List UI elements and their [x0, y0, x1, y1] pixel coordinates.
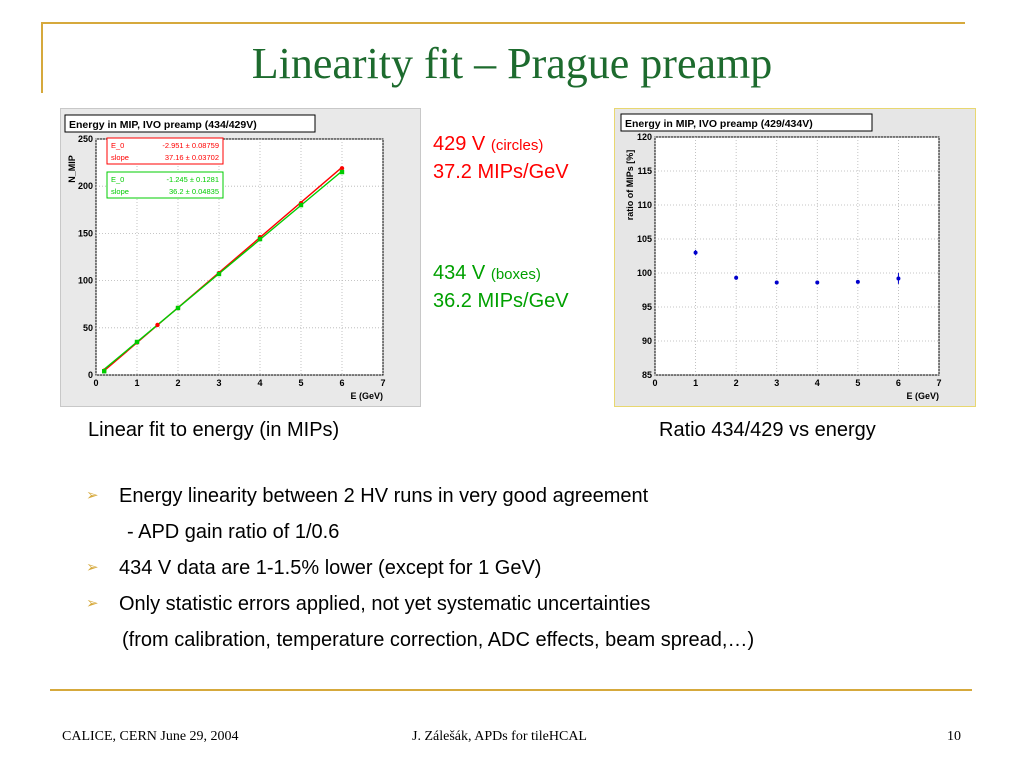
bullet-text: 434 V data are 1-1.5% lower (except for … — [119, 557, 542, 579]
fit-stats-slope-value: 37.16 ± 0.03702 — [165, 153, 219, 162]
fit-stats-slope-label: slope — [111, 187, 129, 196]
y-tick-label: 100 — [637, 268, 652, 278]
arrow-bullet-icon: ➢ — [86, 487, 99, 504]
x-tick-label: 3 — [774, 378, 779, 388]
legend-429v-marker: (circles) — [490, 137, 544, 154]
x-axis-label: E (GeV) — [906, 391, 939, 401]
y-tick-label: 120 — [637, 132, 652, 142]
page-number: 10 — [947, 729, 961, 744]
fit-stats-e0-value: -1.245 ± 0.1281 — [167, 175, 220, 184]
arrow-bullet-icon: ➢ — [86, 559, 99, 576]
bullet-subitem: - APD gain ratio of 1/0.6 — [86, 518, 986, 554]
data-point-box — [298, 202, 304, 208]
data-point-circle — [896, 276, 901, 281]
legend-429v: 429 V (circles) 37.2 MIPs/GeV — [433, 131, 569, 185]
fit-stats-slope-label: slope — [111, 153, 129, 162]
data-point-circle — [774, 280, 779, 285]
fit-stats-e0-value: -2.951 ± 0.08759 — [162, 141, 219, 150]
bullet-item: ➢ Only statistic errors applied, not yet… — [86, 590, 986, 626]
bullet-item: ➢ 434 V data are 1-1.5% lower (except fo… — [86, 554, 986, 590]
data-point-box — [257, 236, 263, 242]
data-point-box — [339, 169, 345, 175]
y-tick-label: 250 — [78, 134, 93, 144]
bullet-list: ➢ Energy linearity between 2 HV runs in … — [86, 482, 986, 662]
plot-title-box — [64, 114, 316, 133]
left-plot-panel: 0 1 2 3 4 5 6 7 0 50 100 150 200 250 E (GeV) Energy in … — [60, 108, 421, 407]
fit-stats-e0-label: E_0 — [111, 141, 124, 150]
legend-434v-marker: (boxes) — [490, 266, 541, 283]
data-point-box — [175, 305, 181, 311]
plot-area — [654, 136, 940, 376]
y-axis-label: N_MIP — [67, 155, 77, 183]
title-accent-vertical — [41, 22, 43, 93]
fit-stats-e0-label: E_0 — [111, 175, 124, 184]
y-tick-label: 150 — [78, 228, 93, 238]
bullet-item: ➢ Energy linearity between 2 HV runs in … — [86, 482, 986, 518]
footer-event: CALICE, CERN June 29, 2004 — [62, 729, 239, 744]
x-tick-label: 0 — [93, 378, 98, 388]
legend-429v-voltage: 429 V — [433, 133, 486, 155]
y-tick-label: 90 — [642, 336, 652, 346]
bullet-subtext: - APD gain ratio of 1/0.6 — [127, 521, 340, 543]
ratio-plot: 0 1 2 3 4 5 6 7 85 90 95 100 105 110 115 120 E (GeV) Ener… — [620, 113, 942, 401]
data-point-circle — [155, 322, 160, 328]
bullet-text: Energy linearity between 2 HV runs in ve… — [119, 485, 649, 507]
data-point-circle — [815, 280, 820, 285]
bullet-subtext: (from calibration, temperature correctio… — [122, 629, 755, 651]
x-tick-label: 5 — [855, 378, 860, 388]
y-tick-label: 115 — [637, 166, 652, 176]
fit-stats-box — [106, 137, 224, 165]
legend-434v-value: 36.2 MIPs/GeV — [433, 290, 569, 312]
fit-stats-slope-value: 36.2 ± 0.04835 — [169, 187, 219, 196]
x-tick-label: 5 — [298, 378, 303, 388]
x-axis-label: E (GeV) — [350, 391, 383, 401]
fit-stats-box — [106, 171, 224, 199]
linear-fit-plot: 0 1 2 3 4 5 6 7 0 50 100 150 200 250 E (GeV) Energy in … — [64, 114, 386, 401]
plot-title-box — [620, 113, 873, 132]
bullet-text: Only statistic errors applied, not yet s… — [119, 593, 651, 615]
x-tick-label: 1 — [693, 378, 698, 388]
y-tick-label: 85 — [642, 370, 652, 380]
y-tick-label: 200 — [78, 181, 93, 191]
footer-divider — [50, 689, 972, 691]
x-tick-label: 7 — [936, 378, 941, 388]
title-accent-horizontal — [41, 22, 965, 24]
data-point-box — [102, 369, 107, 374]
x-tick-label: 3 — [216, 378, 221, 388]
legend-429v-value: 37.2 MIPs/GeV — [433, 161, 569, 183]
x-tick-label: 4 — [257, 378, 262, 388]
y-tick-label: 105 — [637, 234, 652, 244]
arrow-bullet-icon: ➢ — [86, 595, 99, 612]
data-point-circle — [734, 275, 739, 280]
y-tick-label: 0 — [88, 370, 93, 380]
data-point-box — [134, 339, 140, 345]
x-tick-label: 6 — [896, 378, 901, 388]
footer-author: J. Zálešák, APDs for tileHCAL — [412, 729, 587, 744]
x-tick-label: 4 — [815, 378, 820, 388]
x-tick-label: 7 — [380, 378, 385, 388]
y-tick-label: 95 — [642, 302, 652, 312]
legend-434v-voltage: 434 V — [433, 262, 486, 284]
y-tick-label: 100 — [78, 276, 93, 286]
data-point-circle — [339, 166, 345, 171]
x-tick-label: 2 — [175, 378, 180, 388]
caption-left: Linear fit to energy (in MIPs) — [88, 419, 340, 441]
caption-right: Ratio 434/429 vs energy — [659, 419, 876, 441]
x-tick-label: 6 — [339, 378, 344, 388]
data-point-circle — [855, 279, 860, 284]
y-axis-label: ratio of MIPs [%] — [625, 150, 635, 221]
slide-title: Linearity fit – Prague preamp — [251, 39, 773, 88]
x-tick-label: 2 — [734, 378, 739, 388]
y-tick-label: 50 — [83, 323, 93, 333]
plot-title: Energy in MIP, IVO preamp (429/434V) — [625, 118, 813, 130]
bullet-subitem: (from calibration, temperature correctio… — [86, 626, 986, 662]
data-point-box — [216, 271, 222, 277]
plot-title: Energy in MIP, IVO preamp (434/429V) — [69, 119, 257, 131]
legend-434v: 434 V (boxes) 36.2 MIPs/GeV — [433, 260, 569, 314]
x-tick-label: 0 — [652, 378, 657, 388]
right-plot-panel: 0 1 2 3 4 5 6 7 85 90 95 100 105 110 115 120 E (GeV) Ener… — [614, 108, 976, 407]
x-tick-label: 1 — [134, 378, 139, 388]
data-point-circle — [693, 250, 698, 255]
y-tick-label: 110 — [637, 200, 652, 210]
